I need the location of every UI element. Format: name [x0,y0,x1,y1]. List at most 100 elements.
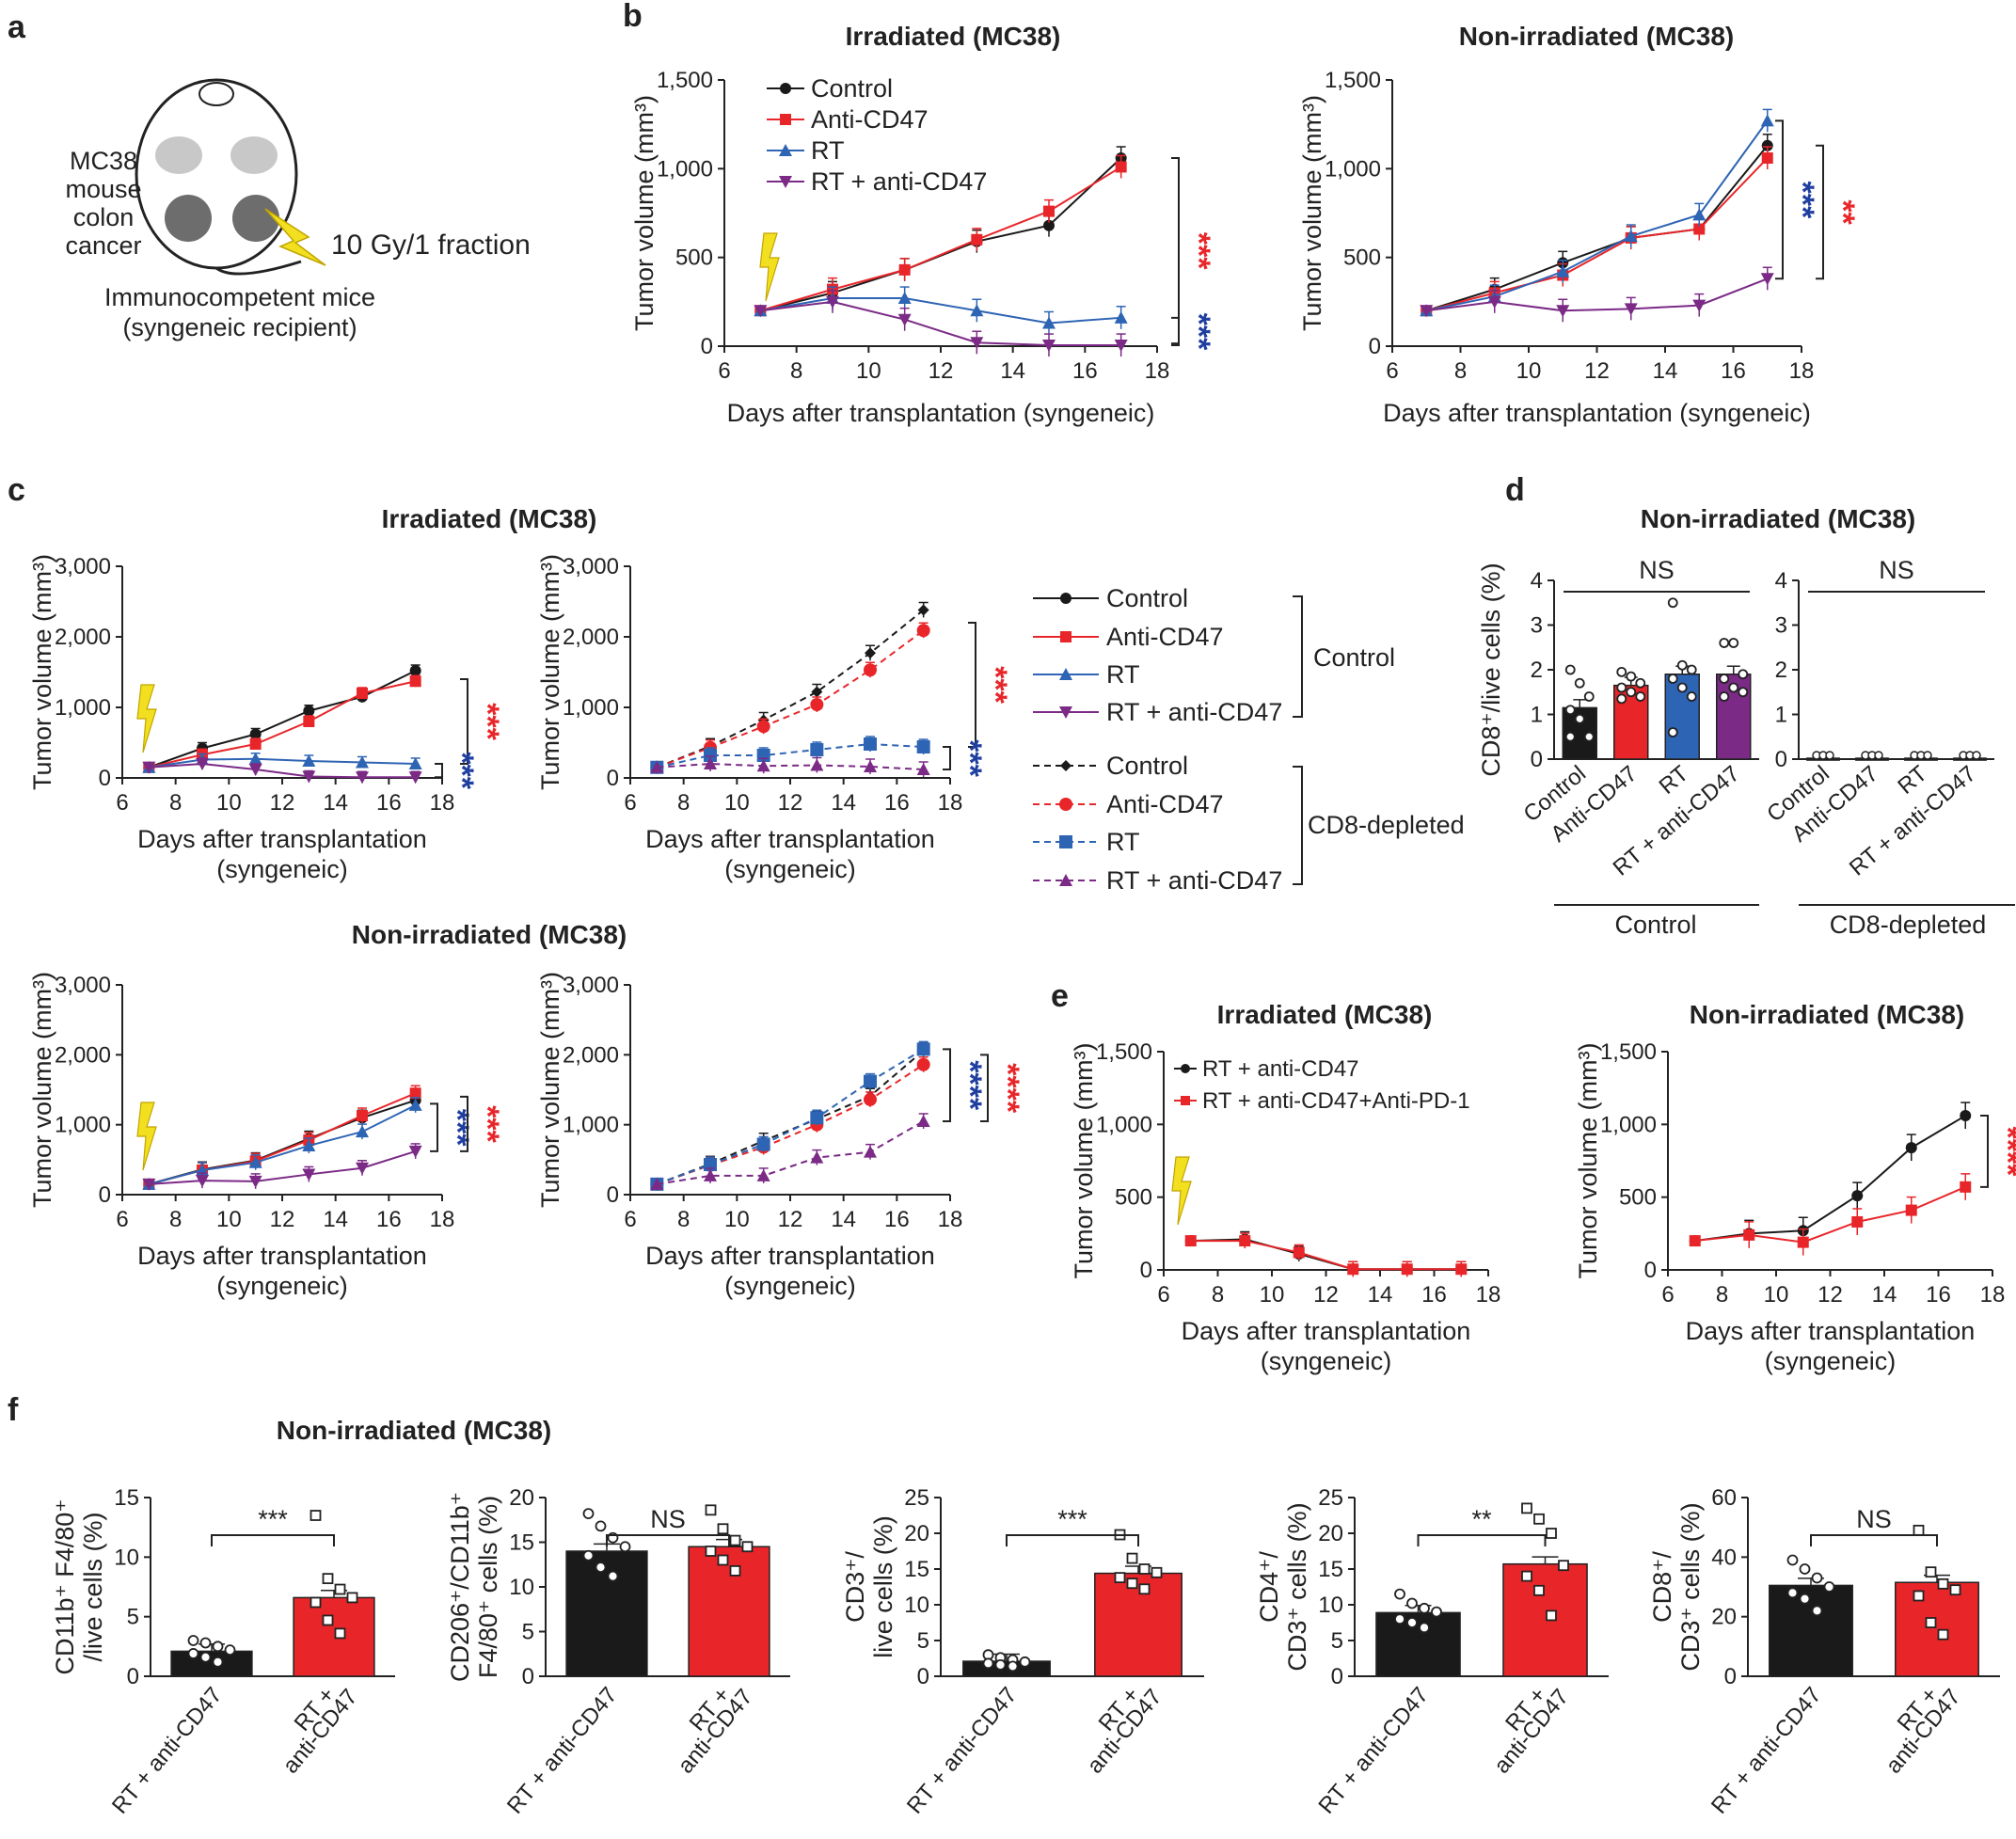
c-irradiated-control-series-0-point [249,728,262,740]
c-irradiated-control-ytick-label: 0 [99,766,111,791]
tumor-right [232,195,279,242]
c-non-irradiated-control-series-2-line [149,1103,417,1185]
c-non-irradiated-cd8-depleted-ytick-label: 2,000 [563,1042,619,1068]
b-irradiated-sig-label: *** [1181,313,1216,351]
f3-datapoint [982,1657,994,1670]
f5-datapoint [1786,1587,1799,1599]
c-non-irradiated-control-xtick-label: 10 [216,1207,242,1232]
c-non-irradiated-control-series-0-line [149,1099,416,1185]
c-irradiated-control-xlabel-line1: Days after transplantation [137,825,427,853]
a-label-line2: mouse [65,175,141,203]
c-irradiated-cd8-depleted-xlabel-line1: Days after transplantation [645,825,935,853]
f5-datapoint [1937,1577,1949,1590]
c-irradiated-cd8-depleted-xtick-label: 10 [724,790,750,816]
title-c-non-irradiated: Non-irradiated (MC38) [352,920,627,949]
e-irradiated-xtick-label: 18 [1476,1282,1501,1308]
b-irradiated-series-3-point [754,305,768,318]
f5-bar-0 [1769,1584,1853,1677]
f1-ytick-label: 15 [114,1485,139,1511]
b-irradiated-xlabel: Days after transplantation (syngeneic) [727,399,1155,427]
f1-datapoint [322,1573,334,1585]
title-b-non-irradiated: Non-irradiated (MC38) [1459,22,1734,51]
c-irradiated-control-series-1-line [149,680,416,769]
c-non-irradiated-cd8-depleted-xlabel-line1: Days after transplantation [645,1242,935,1270]
c-irradiated-cd8-depleted-series-1-point [810,698,824,711]
c-non-irradiated-control-xlabel-line1: Days after transplantation [137,1242,427,1270]
b-non-irradiated-series-2-point [1556,264,1570,277]
c-non-irradiated-control-xtick-label: 6 [116,1207,128,1232]
b-irradiated-series-2-point [897,292,912,305]
c-irradiated-cd8-depleted-series-0-line [656,609,925,769]
d-datapoint [1676,659,1688,671]
c-irradiated-cd8-depleted-series-0-point [811,686,823,698]
a-host-line2: (syngeneic recipient) [122,313,357,341]
c-irradiated-control-series-1-point [409,675,421,688]
b-non-irradiated-xtick-label: 16 [1721,358,1746,384]
c-irradiated-control-series-3-line [149,762,416,779]
d-ylabel: CD8⁺/live cells (%) [1477,563,1505,776]
f3-ytick-label: 15 [904,1557,929,1582]
b-non-irradiated-ytick-label: 1,000 [1325,156,1381,182]
f5-datapoint [1799,1593,1811,1605]
c-irradiated-cd8-depleted-series-3-point [916,763,930,775]
c-non-irradiated-cd8-depleted-series-3-point [810,1150,824,1164]
c-non-irradiated-control-ytick-label: 2,000 [55,1042,111,1068]
f1-datapoint [334,1627,346,1640]
c-non-irradiated-cd8-depleted-sig-label: **** [990,1063,1025,1114]
d-datapoint [1583,691,1595,702]
f5-datapoint [1811,1572,1823,1584]
b-non-irradiated-xtick-label: 8 [1454,358,1467,384]
e-non-irradiated-xtick-label: 8 [1716,1282,1728,1308]
c-non-irradiated-cd8-depleted-xtick-label: 10 [724,1207,750,1232]
c-irradiated-cd8-depleted-xtick-label: 18 [938,790,963,816]
b-irradiated-series-1-point [971,233,983,246]
f4-datapoint [1521,1502,1532,1514]
f3-bar-1 [1094,1572,1183,1677]
f3-ytick-label: 10 [904,1593,929,1618]
f2-bar-1 [688,1546,770,1677]
f3-datapoint [994,1658,1007,1671]
f2-ytick-label: 10 [509,1575,534,1600]
d-datapoint [1719,674,1730,684]
f3-ylabel-line2: live cells (%) [869,1515,897,1658]
c-non-irradiated-control-radiation-bolt-icon [136,1102,157,1171]
d-datapoint [1686,691,1697,702]
b-non-irradiated-ytick-label: 1,500 [1325,68,1381,93]
f5-datapoint [1799,1563,1811,1575]
f1-sig-bracket [211,1534,335,1546]
d-ytick-label: 1 [1531,703,1543,728]
f4-datapoint [1406,1617,1418,1628]
c-irradiated-control-xtick-label: 6 [116,790,128,816]
f4-bar-1 [1502,1562,1588,1677]
d-ytick-label: 2 [1531,658,1543,683]
c-non-irradiated-cd8-depleted-series-3-point [864,1145,877,1158]
d-datapoint [1574,677,1585,689]
c-non-irradiated-control-ytick-label: 0 [99,1182,111,1208]
panel-label-d: d [1505,472,1525,508]
c-non-irradiated-control-series-1-line [149,1092,417,1185]
e-irradiated-xlabel-line2: (syngeneic) [1261,1347,1392,1375]
e-non-irradiated-xlabel-line2: (syngeneic) [1765,1347,1897,1375]
b-non-irradiated-ytick-label: 500 [1343,246,1381,271]
f4-ylabel-line2: CD3⁺ cells (%) [1283,1502,1311,1671]
c-irradiated-cd8-depleted-series-3-point [756,759,770,772]
c-non-irradiated-control-xtick-label: 12 [270,1207,295,1232]
f5-ytick-label: 0 [1724,1664,1737,1689]
c-irradiated-control-series-2-point [356,755,369,769]
f2-sig-label: NS [650,1505,686,1533]
d-datapoint [1626,671,1637,682]
c-non-irradiated-control-sig-bracket [430,1102,438,1152]
e-non-irradiated-xtick-label: 16 [1926,1282,1951,1308]
legend-e-rt-anti-cd47: RT + anti-CD47 [1202,1056,1359,1082]
b-irradiated-series-3-point [1114,340,1128,353]
e-irradiated-ytick-label: 1,500 [1096,1039,1152,1065]
title-d: Non-irradiated (MC38) [1641,504,1915,533]
d-datapoint [1719,638,1730,648]
f1-ylabel-line1: CD11b⁺ F4/80⁺ [51,1498,79,1674]
c-non-irradiated-control-xtick-label: 18 [430,1207,455,1232]
c-irradiated-cd8-depleted-xtick-label: 16 [884,790,910,816]
c-irradiated-control-series-3-point [302,770,316,784]
f4-datapoint [1546,1528,1557,1539]
